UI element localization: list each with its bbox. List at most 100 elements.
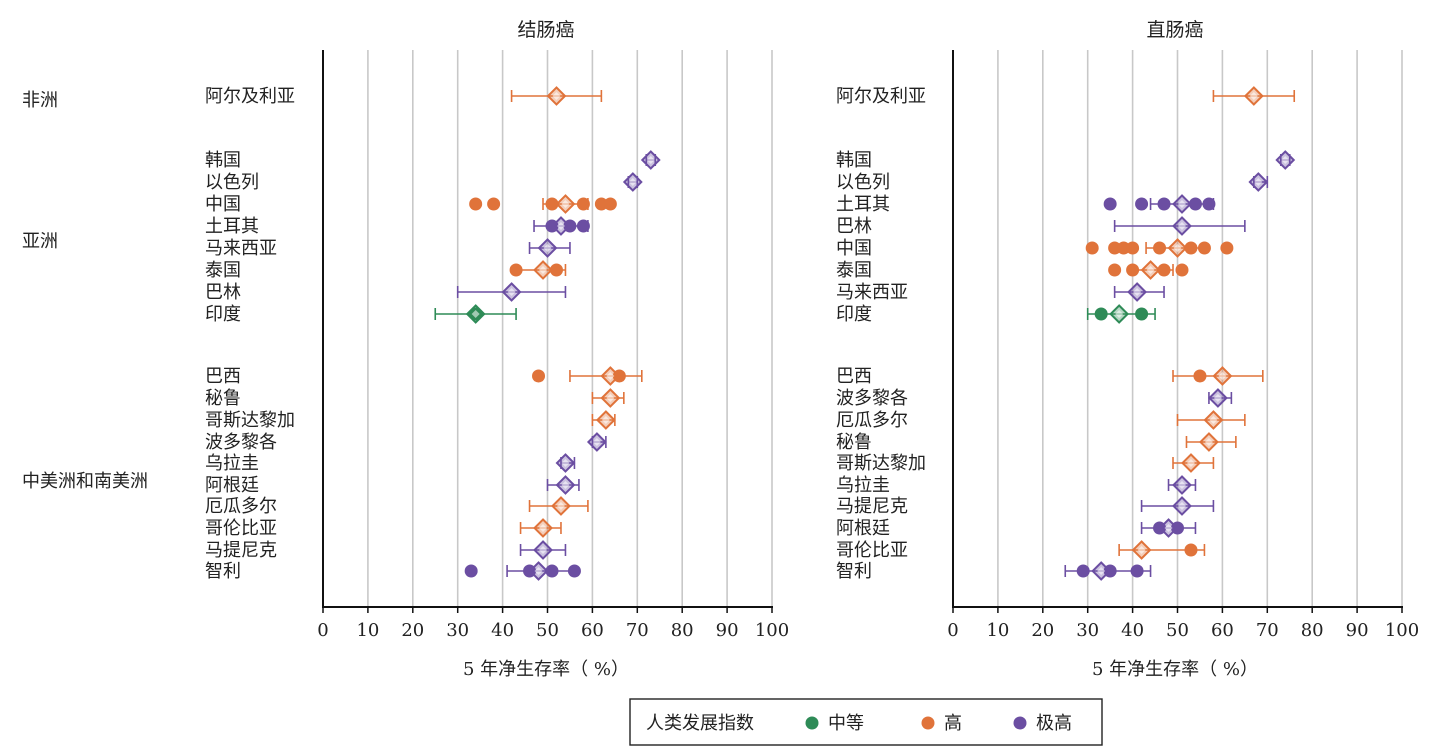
region-label-africa: 非洲 bbox=[22, 90, 58, 111]
colon-x-tick-label: 60 bbox=[581, 620, 604, 641]
colon-x-tick-label: 80 bbox=[671, 620, 694, 641]
rectal-registry-dot bbox=[1085, 241, 1099, 255]
legend: 人类发展指数 中等 高 极高 bbox=[629, 698, 1103, 746]
colon-mean-diamond-highlight bbox=[552, 92, 561, 100]
region-labels: 非洲 亚洲 中美洲和南美洲 bbox=[22, 90, 148, 492]
colon-country-label: 韩国 bbox=[205, 150, 241, 171]
colon-x-tick-label: 90 bbox=[716, 620, 739, 641]
colon-registry-dot bbox=[487, 197, 501, 211]
rectal-mean-diamond-highlight bbox=[1137, 546, 1146, 554]
colon-mean-diamond-highlight bbox=[556, 502, 565, 510]
colon-mean-diamond-highlight bbox=[592, 438, 601, 446]
rectal-x-tick-label: 50 bbox=[1166, 620, 1189, 641]
colon-x-tick-label: 0 bbox=[317, 620, 328, 641]
rectal-country-label: 马提尼克 bbox=[836, 496, 908, 517]
rectal-registry-dot bbox=[1184, 543, 1198, 557]
rectal-mean-diamond-highlight bbox=[1204, 438, 1213, 446]
colon-mean-diamond-highlight bbox=[601, 416, 610, 424]
rectal-x-tick-label: 10 bbox=[986, 620, 1009, 641]
rectal-x-tick-label: 40 bbox=[1121, 620, 1144, 641]
rectal-registry-dot bbox=[1126, 241, 1140, 255]
colon-registry-dot bbox=[603, 197, 617, 211]
colon-x-tick-label: 50 bbox=[536, 620, 559, 641]
colon-mean-diamond-highlight bbox=[556, 222, 565, 230]
colon-registry-dot bbox=[509, 263, 523, 277]
rectal-mean-diamond-highlight bbox=[1186, 459, 1195, 467]
rectal-mean-diamond-highlight bbox=[1177, 502, 1186, 510]
legend-marker-high bbox=[921, 716, 935, 730]
rectal-mean-diamond-highlight bbox=[1249, 92, 1258, 100]
rectal-x-axis-label: 5 年净生存率（ %） bbox=[1092, 659, 1258, 680]
rectal-mean-diamond-highlight bbox=[1173, 244, 1182, 252]
rectal-x-tick-label: 80 bbox=[1301, 620, 1324, 641]
colon-mean-diamond-highlight bbox=[539, 524, 548, 532]
rectal-mean-diamond-highlight bbox=[1115, 310, 1124, 318]
rectal-x-tick-label: 60 bbox=[1211, 620, 1234, 641]
rectal-registry-dot bbox=[1220, 241, 1234, 255]
rectal-country-label: 巴西 bbox=[836, 366, 872, 387]
colon-country-label: 阿尔及利亚 bbox=[205, 86, 295, 107]
colon-country-label: 智利 bbox=[205, 561, 241, 582]
rectal-mean-diamond-highlight bbox=[1164, 524, 1173, 532]
rectal-mean-diamond-highlight bbox=[1213, 394, 1222, 402]
colon-registry-dot bbox=[464, 564, 478, 578]
colon-x-tick-label: 40 bbox=[491, 620, 514, 641]
colon-country-label: 印度 bbox=[205, 304, 241, 325]
colon-registry-dot bbox=[576, 197, 590, 211]
colon-x-tick-label: 100 bbox=[755, 620, 789, 641]
rectal-registry-dot bbox=[1076, 564, 1090, 578]
rectal-country-label: 马来西亚 bbox=[836, 282, 908, 303]
rectal-country-label: 哥伦比亚 bbox=[836, 540, 908, 561]
legend-label-medium: 中等 bbox=[828, 713, 864, 734]
rectal-registry-dot bbox=[1184, 241, 1198, 255]
colon-mean-diamond-highlight bbox=[539, 266, 548, 274]
colon-country-label: 哥伦比亚 bbox=[205, 518, 277, 539]
rectal-registry-dot bbox=[1175, 263, 1189, 277]
colon-country-label: 中国 bbox=[205, 194, 241, 215]
rectal-x-tick-label: 70 bbox=[1256, 620, 1279, 641]
rectal-registry-dot bbox=[1135, 197, 1149, 211]
rectal-country-label: 中国 bbox=[836, 238, 872, 259]
colon-registry-dot bbox=[567, 564, 581, 578]
rectal-mean-diamond-highlight bbox=[1097, 567, 1106, 575]
colon-country-label: 以色列 bbox=[205, 172, 259, 193]
rectal-registry-dot bbox=[1157, 197, 1171, 211]
colon-mean-diamond-highlight bbox=[561, 459, 570, 467]
rectal-mean-diamond-highlight bbox=[1218, 372, 1227, 380]
rectal-country-label: 哥斯达黎加 bbox=[836, 453, 926, 474]
colon-mean-diamond-highlight bbox=[507, 288, 516, 296]
rectal-country-label: 印度 bbox=[836, 304, 872, 325]
colon-country-label: 马来西亚 bbox=[205, 238, 277, 259]
rectal-registry-dot bbox=[1126, 263, 1140, 277]
rectal-registry-dot bbox=[1108, 241, 1122, 255]
rectal-registry-dot bbox=[1157, 263, 1171, 277]
rectal-country-label: 巴林 bbox=[836, 216, 872, 237]
colon-x-tick-label: 20 bbox=[401, 620, 424, 641]
legend-title: 人类发展指数 bbox=[646, 713, 754, 734]
colon-country-label: 泰国 bbox=[205, 260, 241, 281]
rectal-mean-diamond-highlight bbox=[1146, 266, 1155, 274]
rectal-country-label: 秘鲁 bbox=[836, 432, 872, 453]
colon-registry-dot bbox=[549, 263, 563, 277]
rectal-x-tick-label: 100 bbox=[1385, 620, 1419, 641]
colon-mean-diamond-highlight bbox=[543, 244, 552, 252]
rectal-registry-dot bbox=[1117, 241, 1131, 255]
colon-mean-diamond-highlight bbox=[561, 200, 570, 208]
rectal-mean-diamond-highlight bbox=[1177, 481, 1186, 489]
rectal-registry-dot bbox=[1153, 241, 1167, 255]
colon-registry-dot bbox=[545, 564, 559, 578]
rectal-country-label: 乌拉圭 bbox=[836, 475, 890, 496]
colon-x-tick-label: 10 bbox=[356, 620, 379, 641]
colon-country-label: 哥斯达黎加 bbox=[205, 410, 295, 431]
colon-mean-diamond-highlight bbox=[471, 310, 480, 318]
rectal-x-tick-label: 30 bbox=[1076, 620, 1099, 641]
rectal-mean-diamond-highlight bbox=[1281, 156, 1290, 164]
rectal-country-label: 泰国 bbox=[836, 260, 872, 281]
colon-cancer-panel: 结肠癌 5 年净生存率（ %） 0 10 20 30 40 50 60 70 80 90 100 阿尔… bbox=[205, 19, 789, 680]
colon-panel-title: 结肠癌 bbox=[517, 19, 574, 41]
legend-label-high: 高 bbox=[944, 713, 962, 734]
rectal-x-tick-label: 90 bbox=[1346, 620, 1369, 641]
rectal-country-label: 智利 bbox=[836, 561, 872, 582]
rectal-registry-dot bbox=[1188, 197, 1202, 211]
